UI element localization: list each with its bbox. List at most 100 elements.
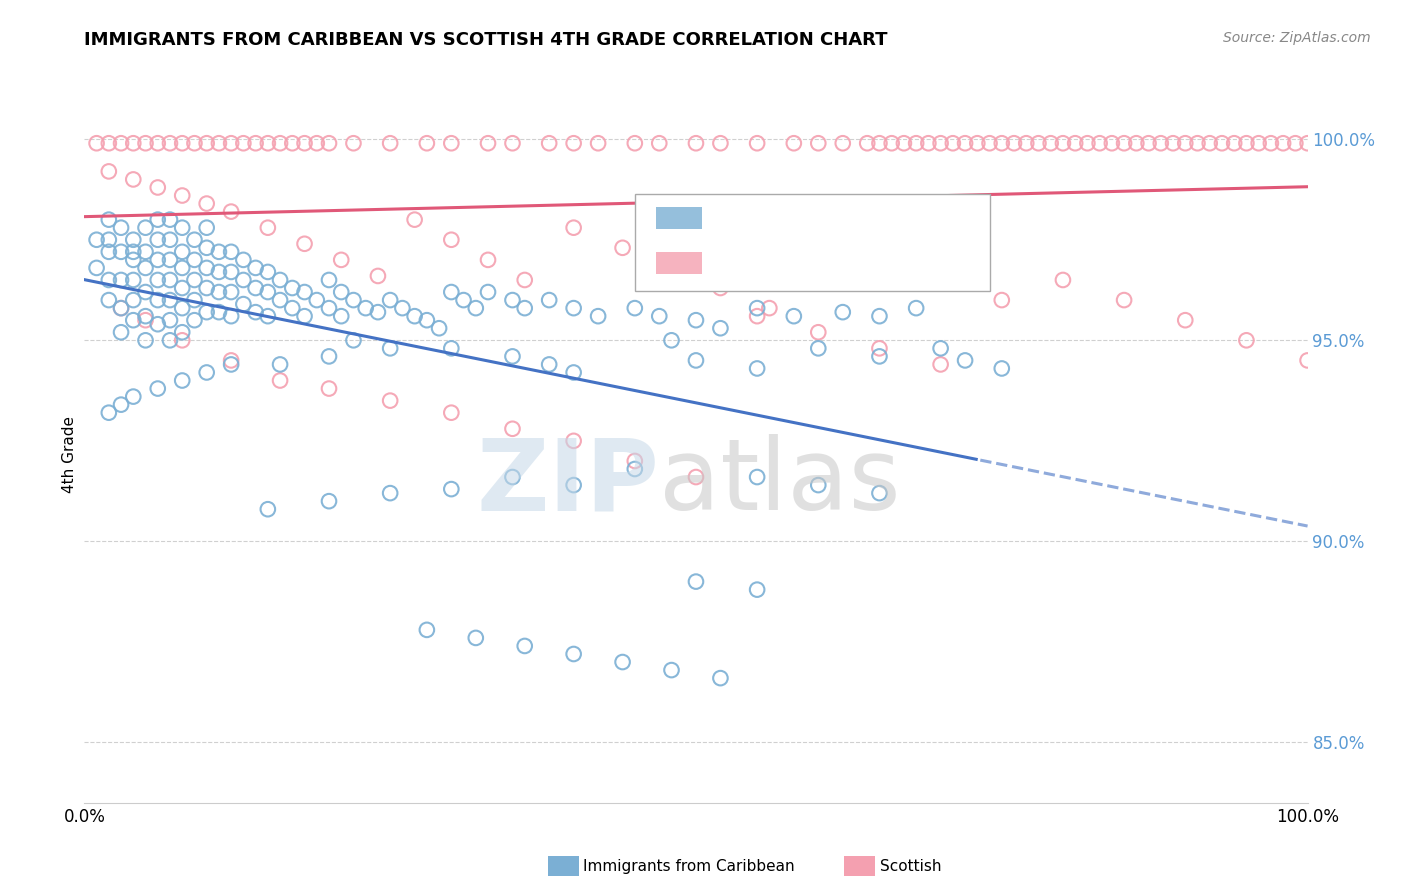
Point bbox=[1234, 334, 1257, 348]
Point bbox=[245, 281, 267, 295]
Point bbox=[747, 582, 769, 597]
Point bbox=[245, 305, 267, 319]
Point bbox=[661, 334, 683, 348]
Point bbox=[305, 293, 328, 307]
Point bbox=[1064, 136, 1087, 151]
Point bbox=[440, 342, 463, 356]
Point bbox=[440, 136, 463, 151]
Point bbox=[612, 241, 634, 255]
Point bbox=[208, 244, 231, 259]
Point bbox=[747, 136, 769, 151]
Point bbox=[856, 136, 879, 151]
Point bbox=[135, 334, 157, 348]
Point bbox=[807, 233, 830, 247]
Point bbox=[1039, 136, 1062, 151]
Point bbox=[1198, 136, 1220, 151]
Point bbox=[122, 252, 145, 267]
Point bbox=[380, 136, 402, 151]
Point bbox=[929, 342, 952, 356]
Point bbox=[562, 301, 585, 315]
Point bbox=[979, 136, 1001, 151]
Point bbox=[269, 374, 291, 388]
Point bbox=[477, 136, 499, 151]
Point bbox=[501, 293, 523, 307]
Point bbox=[219, 358, 242, 372]
Point bbox=[1002, 136, 1025, 151]
Point bbox=[257, 265, 280, 279]
Point bbox=[807, 136, 830, 151]
Point bbox=[135, 313, 157, 327]
Point bbox=[146, 273, 169, 287]
Point bbox=[831, 305, 853, 319]
Text: Scottish: Scottish bbox=[880, 859, 942, 873]
Point bbox=[219, 204, 242, 219]
Text: N =: N = bbox=[834, 254, 866, 272]
Point bbox=[624, 454, 647, 468]
Point bbox=[1114, 136, 1136, 151]
Point bbox=[159, 273, 181, 287]
Point bbox=[1076, 136, 1098, 151]
Point bbox=[110, 244, 132, 259]
Point bbox=[905, 301, 928, 315]
Point bbox=[122, 136, 145, 151]
Point bbox=[269, 136, 291, 151]
Point bbox=[1101, 136, 1123, 151]
Point bbox=[1296, 136, 1319, 151]
Point bbox=[172, 260, 194, 275]
Point bbox=[869, 252, 891, 267]
Point bbox=[305, 136, 328, 151]
Point bbox=[110, 136, 132, 151]
Text: R =: R = bbox=[717, 208, 748, 226]
Text: IMMIGRANTS FROM CARIBBEAN VS SCOTTISH 4TH GRADE CORRELATION CHART: IMMIGRANTS FROM CARIBBEAN VS SCOTTISH 4T… bbox=[84, 31, 887, 49]
Point bbox=[122, 273, 145, 287]
Point bbox=[501, 136, 523, 151]
Text: 0.475: 0.475 bbox=[769, 254, 823, 272]
Point bbox=[135, 220, 157, 235]
Point bbox=[562, 366, 585, 380]
Point bbox=[831, 136, 853, 151]
Point bbox=[501, 470, 523, 484]
Point bbox=[929, 358, 952, 372]
Point bbox=[1260, 136, 1282, 151]
Point bbox=[195, 136, 218, 151]
Point bbox=[122, 233, 145, 247]
Point bbox=[232, 297, 254, 311]
Text: R =: R = bbox=[717, 254, 748, 272]
Point bbox=[219, 309, 242, 323]
Point bbox=[380, 342, 402, 356]
Point bbox=[97, 233, 120, 247]
Point bbox=[1161, 136, 1184, 151]
Point bbox=[257, 502, 280, 516]
Point bbox=[807, 478, 830, 492]
Point bbox=[1247, 136, 1270, 151]
Point bbox=[380, 293, 402, 307]
Point bbox=[122, 313, 145, 327]
Point bbox=[232, 252, 254, 267]
Y-axis label: 4th Grade: 4th Grade bbox=[62, 417, 77, 493]
Point bbox=[440, 406, 463, 420]
Point bbox=[380, 393, 402, 408]
Point bbox=[208, 285, 231, 299]
Point bbox=[86, 260, 108, 275]
Point bbox=[1125, 136, 1147, 151]
Point bbox=[685, 136, 707, 151]
Point bbox=[257, 285, 280, 299]
Point bbox=[685, 353, 707, 368]
Point bbox=[172, 188, 194, 202]
Point bbox=[1174, 313, 1197, 327]
Point bbox=[562, 478, 585, 492]
Point bbox=[1028, 136, 1050, 151]
Point bbox=[953, 136, 976, 151]
Point bbox=[172, 301, 194, 315]
Point bbox=[648, 309, 671, 323]
Point bbox=[869, 350, 891, 364]
Point bbox=[159, 136, 181, 151]
Point bbox=[747, 361, 769, 376]
Point bbox=[122, 172, 145, 186]
Point bbox=[195, 281, 218, 295]
Point bbox=[501, 422, 523, 436]
Point bbox=[380, 486, 402, 500]
Point bbox=[172, 220, 194, 235]
FancyBboxPatch shape bbox=[636, 194, 990, 292]
Point bbox=[183, 293, 205, 307]
